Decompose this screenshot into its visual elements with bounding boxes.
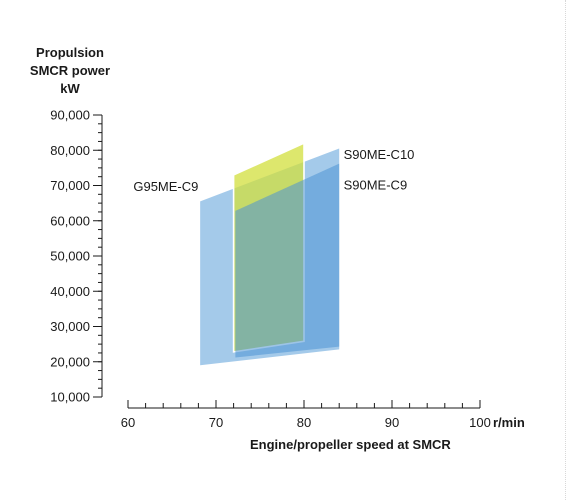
y-axis-label-line: kW [60,81,80,96]
series-label-s90me-c9: S90ME-C9 [344,178,408,193]
series-area-s90me-c9 [235,163,340,358]
series-labels-group: G95ME-C9 S90ME-C10 S90ME-C9 [133,147,414,194]
x-tick-label: 60 [121,415,135,430]
y-axis-label-line: SMCR power [29,63,111,78]
y-tick-label: 10,000 [50,390,90,405]
y-tick-label: 30,000 [50,319,90,334]
page-edge-dotted-line [565,0,566,500]
x-tick-label: 80 [297,415,311,430]
x-tick-label: 70 [209,415,223,430]
x-tick-label: 100 [469,415,491,430]
y-tick-label: 60,000 [50,213,90,228]
x-unit-label: r/min [493,415,525,430]
y-tick-label: 50,000 [50,249,90,264]
x-tick-label: 90 [385,415,399,430]
y-tick-label: 20,000 [50,354,90,369]
y-tick-label: 90,000 [50,108,90,123]
series-label-g95me-c9: G95ME-C9 [133,179,198,194]
series-label-s90me-c10: S90ME-C10 [344,147,415,162]
x-axis-label: Engine/propeller speed at SMCR [250,437,451,452]
ticks-group: 10,000 20,000 30,000 40,000 50,000 60,000 70,0… [50,108,525,431]
y-tick-label: 70,000 [50,178,90,193]
y-axis-label-line: Propulsion [36,45,104,60]
y-tick-label: 80,000 [50,143,90,158]
y-tick-label: 40,000 [50,284,90,299]
areas-group [200,141,340,366]
